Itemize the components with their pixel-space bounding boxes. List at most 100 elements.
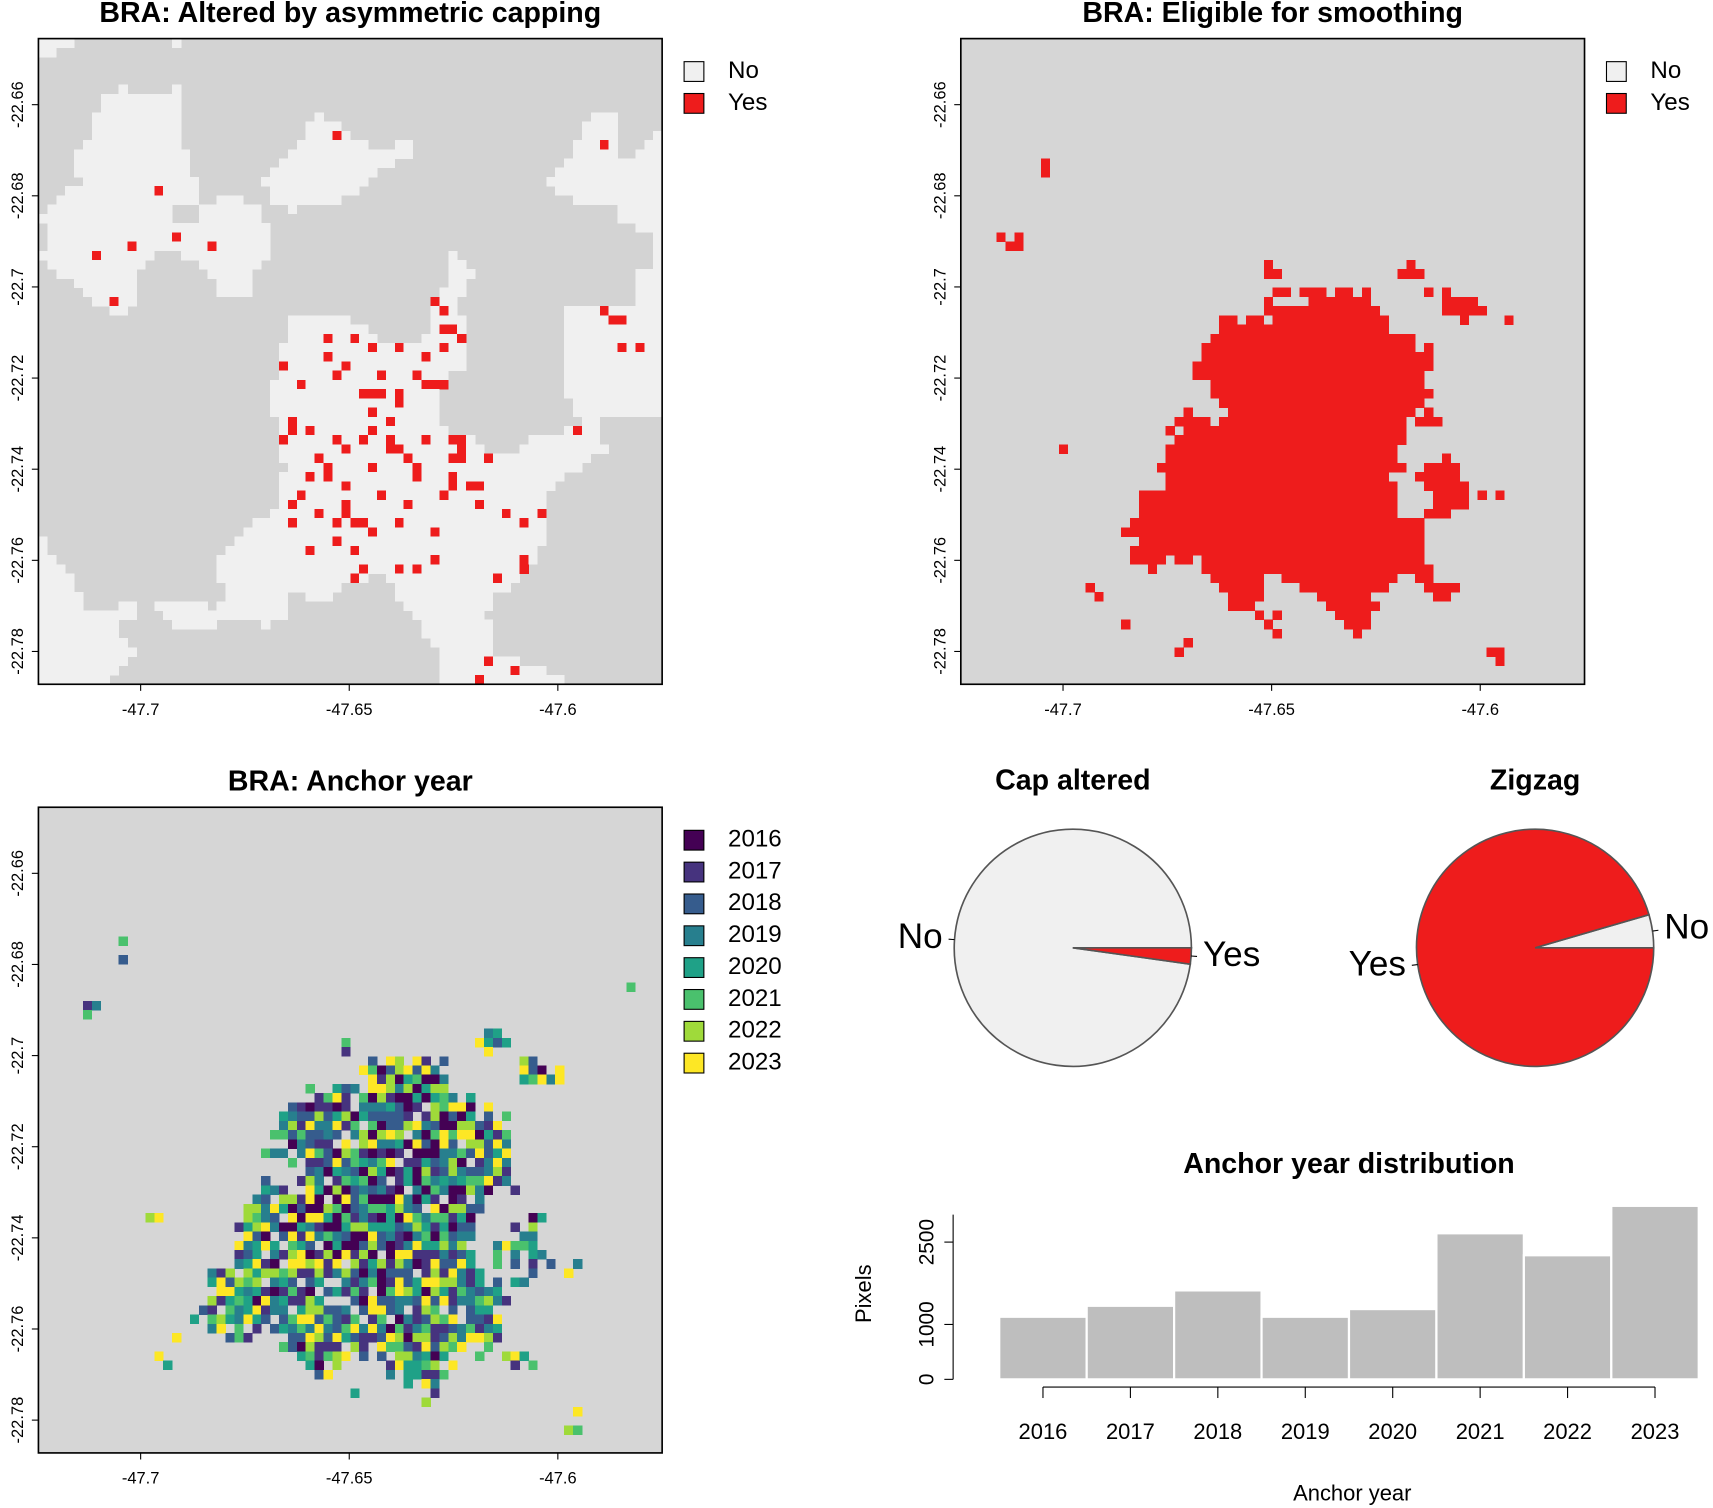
raster-cell [341, 426, 351, 436]
raster-cell [1433, 462, 1443, 473]
raster-cell [243, 241, 253, 252]
raster-cell [323, 1185, 333, 1195]
raster-cell [1343, 592, 1354, 602]
raster-cell [412, 342, 422, 353]
raster-cell [323, 333, 333, 344]
raster-cell [1165, 518, 1175, 528]
raster-cell [1361, 379, 1372, 390]
raster-cell [430, 1342, 440, 1352]
raster-cell [617, 361, 627, 371]
raster-cell [65, 582, 75, 593]
raster-cell [127, 223, 137, 233]
raster-cell [519, 555, 529, 565]
raster-cell [127, 601, 137, 611]
raster-cell [448, 1296, 458, 1306]
raster-cell [56, 223, 66, 233]
raster-cell [1441, 472, 1452, 482]
raster-cell [1201, 555, 1211, 565]
raster-cell [377, 509, 387, 519]
raster-cell [421, 610, 431, 621]
raster-cell [412, 1231, 422, 1242]
raster-cell [1201, 536, 1211, 547]
raster-cell [1263, 269, 1274, 279]
raster-cell [1263, 435, 1274, 445]
raster-cell [341, 1268, 351, 1279]
raster-cell [1263, 426, 1274, 436]
raster-cell [421, 1397, 431, 1408]
raster-cell [1263, 333, 1274, 344]
raster-cell [65, 38, 75, 49]
raster-cell [1147, 518, 1158, 528]
raster-cell [457, 315, 467, 325]
raster-cell [172, 140, 182, 150]
raster-cell [1228, 592, 1238, 602]
raster-cell [350, 536, 360, 547]
raster-cell [501, 573, 511, 584]
raster-cell [1335, 545, 1345, 556]
raster-cell [74, 250, 84, 261]
raster-cell [412, 389, 422, 399]
raster-cell [421, 398, 431, 408]
raster-cell [350, 1388, 360, 1398]
raster-cell [412, 499, 422, 510]
raster-cell [305, 462, 315, 473]
raster-cell [74, 278, 84, 288]
raster-cell [528, 1250, 538, 1260]
raster-cell [287, 1139, 298, 1149]
raster-cell [430, 324, 440, 335]
raster-cell [243, 545, 253, 556]
raster-cell [412, 592, 422, 602]
raster-cell [475, 592, 485, 602]
raster-cell [448, 1111, 458, 1122]
raster-cell [127, 213, 137, 224]
raster-cell [1308, 426, 1318, 436]
raster-cell [1326, 426, 1336, 436]
raster-cell [118, 195, 128, 205]
raster-cell [510, 1240, 520, 1251]
raster-cell [1254, 407, 1265, 418]
raster-cell [189, 610, 200, 621]
raster-cell [314, 361, 324, 371]
raster-cell [644, 176, 654, 187]
raster-cell [483, 1148, 494, 1159]
raster-cell [1343, 379, 1354, 390]
raster-cell [145, 195, 155, 205]
raster-cell [243, 1286, 253, 1297]
raster-cell [305, 416, 315, 427]
raster-cell [475, 1185, 485, 1195]
raster-cell [1424, 407, 1434, 418]
raster-cell [1388, 509, 1398, 519]
raster-cell [56, 232, 66, 242]
raster-cell [314, 1166, 324, 1177]
raster-cell [1237, 389, 1247, 399]
raster-cell [466, 490, 476, 501]
raster-cell [626, 176, 636, 187]
raster-cell [581, 416, 592, 427]
raster-cell [385, 1333, 396, 1343]
raster-cell [457, 1185, 467, 1195]
raster-cell [1290, 407, 1300, 418]
raster-cell [332, 315, 342, 325]
raster-cell [243, 213, 253, 224]
raster-cell [653, 306, 663, 316]
raster-cell [287, 444, 298, 455]
raster-cell [1379, 342, 1389, 353]
raster-cell [350, 1277, 360, 1288]
raster-cell [1397, 361, 1407, 371]
raster-cell [1165, 499, 1175, 510]
raster-cell [172, 167, 182, 178]
raster-cell [439, 1111, 449, 1122]
raster-cell [261, 1148, 271, 1159]
raster-cell [38, 582, 48, 593]
raster-cell [377, 527, 387, 538]
raster-cell [368, 1130, 378, 1140]
raster-cell [430, 1194, 440, 1205]
raster-cell [323, 1351, 333, 1362]
raster-cell [599, 324, 610, 335]
raster-cell [519, 472, 529, 482]
raster-cell [394, 1148, 405, 1159]
raster-cell [394, 379, 405, 390]
raster-cell [510, 675, 520, 685]
raster-cell [368, 1093, 378, 1103]
raster-cell [279, 426, 289, 436]
